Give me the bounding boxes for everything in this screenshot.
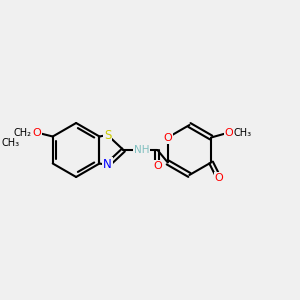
Text: O: O — [225, 128, 233, 137]
Text: CH₂: CH₂ — [14, 128, 32, 137]
Text: O: O — [32, 128, 41, 137]
Text: N: N — [103, 158, 112, 172]
Text: O: O — [153, 161, 162, 171]
Text: S: S — [104, 128, 111, 142]
Text: O: O — [215, 173, 224, 184]
Text: CH₃: CH₃ — [234, 128, 252, 137]
Text: NH: NH — [134, 145, 149, 155]
Text: CH₃: CH₃ — [2, 137, 20, 148]
Text: O: O — [164, 133, 172, 142]
